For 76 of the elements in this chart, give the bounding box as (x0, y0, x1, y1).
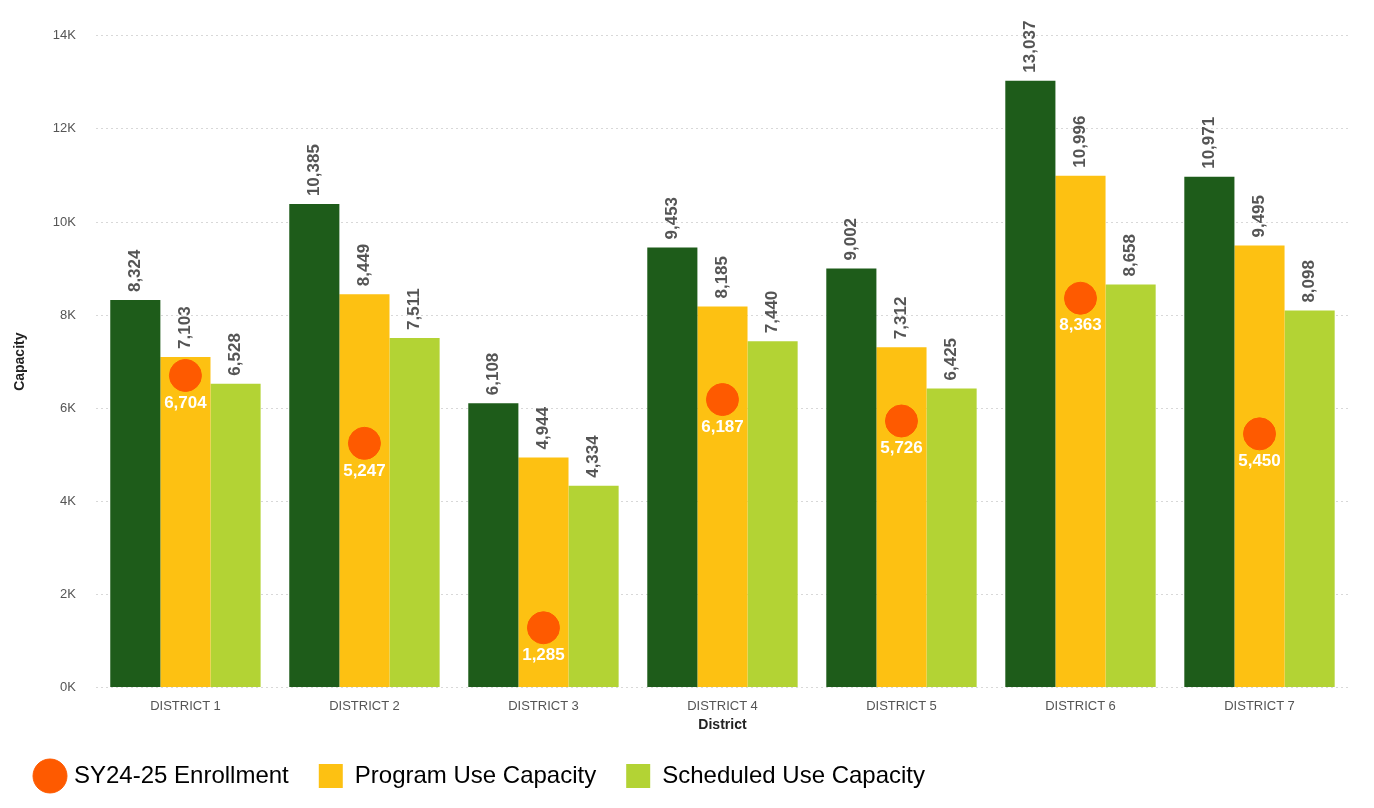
bar (210, 383, 261, 688)
x-tick-label: DISTRICT 2 (329, 697, 400, 713)
x-axis-title: District (698, 716, 747, 733)
point (705, 383, 739, 417)
bar (647, 247, 698, 688)
y-tick-label: 14K (52, 27, 77, 43)
data-label: 6,187 (701, 416, 744, 436)
data-label: 6,425 (941, 337, 961, 381)
y-tick-label: 0K (60, 679, 77, 695)
data-label: 10,385 (304, 144, 324, 197)
point (884, 404, 918, 438)
bar (468, 403, 519, 688)
data-label: 9,453 (662, 196, 682, 240)
y-tick-label: 4K (60, 492, 77, 508)
bar (1184, 176, 1235, 688)
data-label: 6,704 (164, 392, 208, 412)
bar (1005, 80, 1056, 688)
data-label: 8,363 (1059, 315, 1102, 335)
data-label: 9,002 (841, 217, 861, 261)
bar (876, 347, 927, 688)
bar (747, 341, 798, 688)
data-label: 7,511 (404, 288, 424, 330)
point (347, 426, 381, 460)
bar (518, 457, 569, 688)
y-tick-label: 10K (52, 213, 77, 229)
y-axis-title: Capacity (11, 332, 28, 391)
x-tick-label: DISTRICT 3 (508, 697, 579, 713)
data-label: 9,495 (1249, 194, 1269, 238)
data-label: 8,185 (712, 255, 732, 299)
legend-label: Scheduled Use Capacity (662, 760, 926, 788)
bar (826, 268, 877, 688)
y-tick-label: 8K (60, 306, 77, 322)
data-label: 5,450 (1238, 451, 1281, 471)
bar (110, 300, 161, 688)
data-label: 7,440 (762, 290, 782, 334)
bar (568, 485, 619, 688)
data-label: 6,108 (483, 352, 503, 396)
bar (1284, 310, 1335, 688)
data-label: 8,658 (1120, 233, 1140, 277)
legend-label: SY24-25 Enrollment (74, 760, 290, 788)
data-label: 7,103 (175, 306, 195, 349)
data-label: 5,247 (343, 460, 386, 480)
bar (339, 294, 390, 688)
y-tick-label: 6K (60, 399, 77, 415)
bar (697, 306, 748, 688)
bar (1105, 284, 1156, 688)
y-tick-label: 2K (60, 586, 77, 602)
data-label: 7,312 (891, 296, 911, 340)
point (168, 358, 202, 392)
bar (926, 388, 977, 688)
data-label: 6,528 (225, 333, 245, 376)
data-label: 4,944 (533, 406, 553, 450)
x-tick-label: DISTRICT 5 (866, 697, 937, 713)
data-label: 8,098 (1299, 260, 1319, 303)
data-label: 10,971 (1199, 116, 1219, 169)
bar (1234, 245, 1285, 688)
data-label: 8,324 (125, 248, 144, 293)
data-label: 13,037 (1020, 20, 1040, 73)
bar (289, 204, 340, 688)
point (526, 611, 560, 645)
y-tick-label: 12K (52, 120, 77, 136)
bar (160, 356, 211, 688)
data-label: 5,726 (880, 438, 923, 458)
bar (389, 337, 440, 688)
x-tick-label: DISTRICT 7 (1224, 697, 1295, 713)
legend-label: Program Use Capacity (354, 760, 597, 788)
data-label: 10,996 (1070, 115, 1090, 168)
data-label: 8,449 (354, 243, 374, 287)
bar (1055, 175, 1106, 688)
x-tick-label: DISTRICT 1 (150, 697, 221, 713)
x-tick-label: DISTRICT 4 (687, 697, 758, 713)
point (1063, 281, 1097, 315)
point (1242, 417, 1276, 451)
data-label: 4,334 (583, 434, 603, 478)
x-tick-label: DISTRICT 6 (1045, 697, 1116, 713)
data-label: 1,285 (522, 644, 565, 664)
